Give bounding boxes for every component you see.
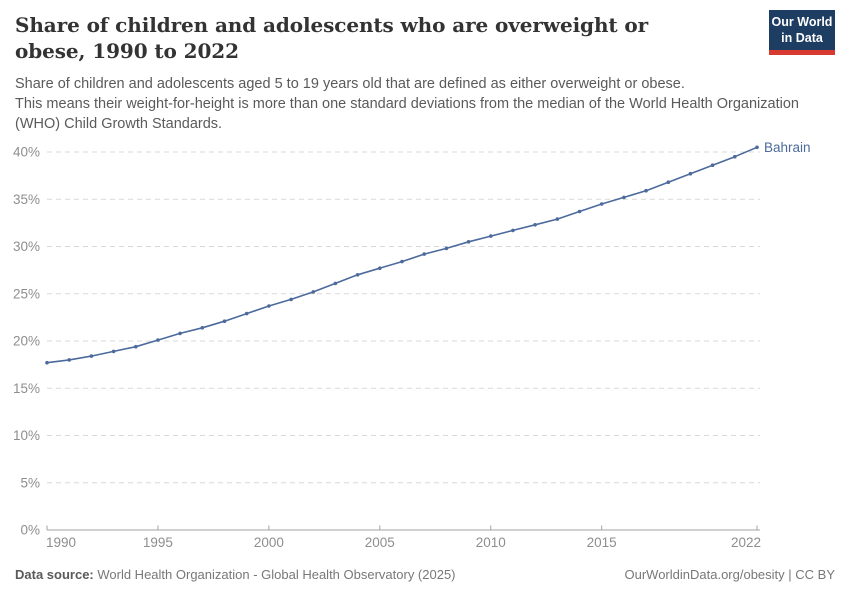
y-tick-label: 35% <box>13 192 40 207</box>
x-tick-label: 2022 <box>731 535 761 550</box>
data-point[interactable] <box>622 195 626 200</box>
y-tick-label: 40% <box>13 145 40 160</box>
chart-header: Share of children and adolescents who ar… <box>15 10 835 134</box>
chart-subtitle-sentence-1: Share of children and adolescents aged 5… <box>15 75 685 92</box>
y-tick-label: 5% <box>20 475 40 490</box>
series-end-label[interactable]: Bahrain <box>764 140 811 155</box>
x-tick-label: 2000 <box>254 535 284 550</box>
data-source-note: Data source: World Health Organization -… <box>15 567 456 582</box>
data-point[interactable] <box>466 240 471 244</box>
data-point[interactable] <box>755 145 759 150</box>
data-point[interactable] <box>400 259 404 264</box>
data-point[interactable] <box>644 188 648 193</box>
attribution-link[interactable]: OurWorldinData.org/obesity | CC BY <box>624 567 836 582</box>
owid-logo-line1: Our World <box>771 15 833 29</box>
data-point[interactable] <box>200 326 205 330</box>
data-point[interactable] <box>244 311 249 316</box>
data-point[interactable] <box>67 358 71 362</box>
data-source-text: World Health Organization - Global Healt… <box>93 567 456 582</box>
data-point[interactable] <box>378 266 382 270</box>
trend-line[interactable] <box>46 146 758 364</box>
y-tick-label: 30% <box>13 239 40 254</box>
owid-logo-line2: in Data <box>781 30 823 45</box>
x-tick-label: 1995 <box>143 535 173 550</box>
y-tick-label: 10% <box>13 428 40 443</box>
data-point[interactable] <box>89 354 94 358</box>
data-point[interactable] <box>422 252 427 256</box>
data-source-label: Data source: <box>15 567 94 582</box>
data-point[interactable] <box>444 246 449 251</box>
chart-subtitle: Share of children and adolescents aged 5… <box>15 74 835 134</box>
data-point[interactable] <box>666 180 671 184</box>
data-point[interactable] <box>311 290 316 294</box>
line-chart[interactable]: 0% 5% 10% 15% 20% 25% 30% 35% 40% 1990 1995 2000 200… <box>0 140 850 560</box>
data-point[interactable] <box>156 338 160 342</box>
chart-area[interactable]: 0% 5% 10% 15% 20% 25% 30% 35% 40% 1990 1995 2000 200… <box>0 140 850 560</box>
data-point[interactable] <box>134 344 138 349</box>
data-point[interactable] <box>45 360 49 365</box>
y-tick-label: 25% <box>13 286 40 301</box>
data-point[interactable] <box>533 223 537 227</box>
data-point[interactable] <box>733 154 737 159</box>
data-point[interactable] <box>111 349 116 354</box>
chart-title: Share of children and adolescents who ar… <box>15 13 649 64</box>
data-point[interactable] <box>333 281 338 286</box>
owid-logo[interactable]: Our World in Data <box>769 10 835 56</box>
y-tick-label: 0% <box>20 523 40 538</box>
data-point[interactable] <box>222 319 227 323</box>
data-point[interactable] <box>489 234 493 238</box>
data-point[interactable] <box>555 217 560 221</box>
data-point[interactable] <box>688 171 693 176</box>
x-tick-label: 2015 <box>587 535 617 550</box>
data-point[interactable] <box>289 297 293 302</box>
data-point[interactable] <box>267 304 271 308</box>
y-tick-label: 15% <box>13 381 40 396</box>
data-point[interactable] <box>710 163 715 167</box>
chart-footer: Data source: World Health Organization -… <box>15 567 835 582</box>
x-tick-label: 1990 <box>46 535 76 550</box>
data-point[interactable] <box>178 331 182 336</box>
data-point[interactable] <box>355 273 360 277</box>
x-tick-label: 2005 <box>365 535 395 550</box>
data-point[interactable] <box>577 209 582 214</box>
y-tick-label: 20% <box>13 334 40 349</box>
chart-subtitle-sentence-2: This means their weight-for-height is mo… <box>15 95 799 132</box>
data-point[interactable] <box>511 228 515 233</box>
data-point[interactable] <box>599 202 604 206</box>
x-tick-label: 2010 <box>476 535 506 550</box>
